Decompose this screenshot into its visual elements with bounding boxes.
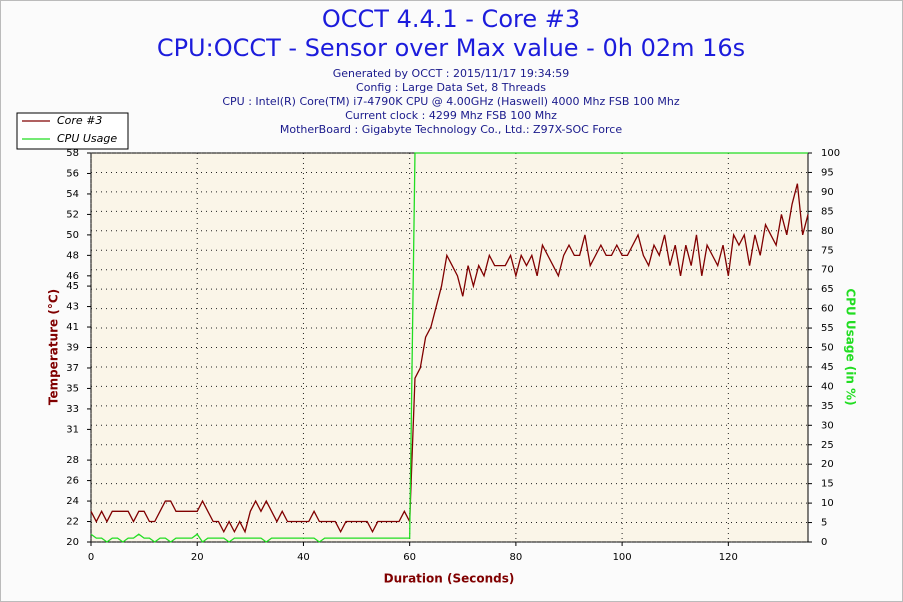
y2-tick-label: 65: [821, 284, 834, 295]
y2-tick-label: 35: [821, 401, 834, 412]
y2-tick-label: 75: [821, 245, 834, 256]
y2-tick-label: 100: [821, 148, 840, 159]
chart-subtitle: CPU:OCCT - Sensor over Max value - 0h 02…: [157, 34, 745, 62]
x-tick-label: 20: [191, 552, 204, 563]
x-tick-label: 60: [403, 552, 416, 563]
chart-title: OCCT 4.4.1 - Core #3: [322, 5, 580, 33]
x-tick-label: 0: [88, 552, 94, 563]
y2-tick-label: 10: [821, 498, 834, 509]
y-tick-label: 43: [66, 302, 79, 313]
y-tick-label: 22: [66, 517, 79, 528]
y-tick-label: 46: [66, 271, 79, 282]
x-tick-label: 120: [719, 552, 738, 563]
info-line: Config : Large Data Set, 8 Threads: [356, 81, 546, 94]
x-tick-label: 100: [613, 552, 632, 563]
legend-label: Core #3: [57, 114, 102, 127]
series-line: [90, 152, 808, 543]
y2-tick-label: 20: [821, 459, 834, 470]
x-tick-label: 40: [297, 552, 310, 563]
y2-tick-label: 25: [821, 440, 834, 451]
y-tick-label: 20: [66, 537, 79, 548]
y-tick-label: 48: [66, 250, 79, 261]
info-line: Current clock : 4299 Mhz FSB 100 Mhz: [345, 109, 557, 122]
info-line: MotherBoard : Gigabyte Technology Co., L…: [280, 123, 622, 136]
y-tick-label: 37: [66, 363, 79, 374]
legend-box: [16, 112, 129, 150]
y-tick-label: 39: [66, 343, 79, 354]
y-tick-label: 28: [66, 455, 79, 466]
y2-tick-label: 80: [821, 226, 834, 237]
y2-tick-label: 40: [821, 381, 834, 392]
y-tick-label: 58: [66, 148, 79, 159]
y-tick-label: 41: [66, 322, 79, 333]
y-tick-label: 24: [66, 496, 79, 507]
y2-tick-label: 50: [821, 343, 834, 354]
y-tick-label: 26: [66, 476, 79, 487]
y-tick-label: 54: [66, 189, 79, 200]
x-axis-title: Duration (Seconds): [384, 572, 515, 586]
y2-tick-label: 30: [821, 420, 834, 431]
info-line: CPU : Intel(R) Core(TM) i7-4790K CPU @ 4…: [222, 95, 680, 108]
y2-tick-label: 70: [821, 265, 834, 276]
y2-tick-label: 85: [821, 206, 834, 217]
y-tick-label: 31: [66, 424, 79, 435]
y2-tick-label: 15: [821, 479, 834, 490]
y-tick-label: 56: [66, 168, 79, 179]
plot-area: [90, 152, 809, 543]
y2-tick-label: 60: [821, 304, 834, 315]
y2-tick-label: 55: [821, 323, 834, 334]
y-tick-label: 33: [66, 404, 79, 415]
y-axis-title: Temperature (°C): [47, 289, 61, 405]
y-tick-label: 45: [66, 281, 79, 292]
y-tick-label: 52: [66, 209, 79, 220]
legend-label: CPU Usage: [57, 132, 117, 145]
x-tick-label: 80: [510, 552, 523, 563]
info-line: Generated by OCCT : 2015/11/17 19:34:59: [333, 67, 570, 80]
y2-axis-title: CPU Usage (in %): [844, 288, 858, 405]
y2-tick-label: 95: [821, 167, 834, 178]
y2-tick-label: 90: [821, 187, 834, 198]
y-tick-label: 35: [66, 383, 79, 394]
series-line: [90, 183, 809, 534]
y-tick-label: 50: [66, 230, 79, 241]
y2-tick-label: 5: [821, 518, 827, 529]
y2-tick-label: 45: [821, 362, 834, 373]
y2-tick-label: 0: [821, 537, 827, 548]
